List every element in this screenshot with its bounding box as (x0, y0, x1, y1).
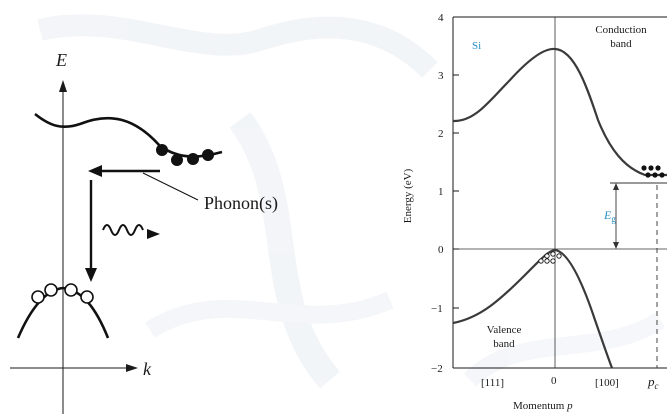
hole (64, 283, 78, 297)
k-axis-label: k (143, 359, 152, 379)
photon-wave (102, 224, 144, 236)
electron (648, 165, 654, 171)
valence-band-label: Valence (487, 324, 522, 336)
x-tick-label: [100] (595, 377, 619, 389)
conduction-band-curve-si (452, 47, 667, 177)
hole (556, 253, 562, 259)
electron (652, 172, 658, 178)
hole (550, 251, 556, 257)
x-tick-label: 0 (551, 375, 557, 387)
electron (202, 149, 214, 161)
hole (544, 253, 550, 259)
transition-arrowhead (85, 268, 97, 282)
gap-arrowhead-top (613, 183, 619, 190)
left-diagram: E k Phonon(s) (10, 50, 278, 414)
hole (31, 290, 45, 304)
e-axis-arrowhead (59, 80, 67, 92)
electron (655, 165, 661, 171)
conduction-band-label: band (610, 38, 632, 50)
y-tick-label: 1 (438, 186, 444, 198)
phonon-leader-line (142, 172, 199, 201)
electron (156, 144, 168, 156)
valence-band-label: band (493, 338, 515, 350)
y-tick-label: 0 (438, 244, 444, 256)
x-axis-title: Momentum p (513, 400, 573, 412)
electron (187, 153, 199, 165)
valence-band-curve-si (452, 248, 614, 369)
y-ticks (453, 16, 459, 369)
phonon-arrowhead (88, 165, 102, 177)
y-tick-label: −1 (431, 303, 443, 315)
hole (80, 290, 94, 304)
y-axis-title: Energy (eV) (402, 168, 414, 223)
material-label: Si (472, 40, 481, 52)
y-tick-label: 3 (438, 70, 444, 82)
pc-label: pc (647, 374, 659, 391)
x-tick-label: [111] (481, 377, 504, 389)
y-tick-label: 4 (438, 12, 444, 24)
electron (659, 172, 665, 178)
gap-arrowhead-bottom (613, 242, 619, 249)
electron (641, 165, 647, 171)
phonon-label: Phonon(s) (204, 193, 278, 214)
photon-arrowhead (147, 229, 160, 239)
band-structure-chart: 4 3 2 1 0 −1 −2 Energy (eV) [111] 0 [100… (402, 12, 667, 412)
hole (550, 258, 556, 264)
gap-label: Eg (603, 208, 616, 224)
valence-band-curve (16, 286, 110, 339)
y-tick-label: −2 (431, 363, 443, 375)
hole (538, 258, 544, 264)
k-axis-arrowhead (126, 364, 138, 372)
hole (44, 283, 58, 297)
electron (645, 172, 651, 178)
e-axis-label: E (55, 50, 67, 70)
conduction-band-label: Conduction (595, 24, 647, 36)
hole (544, 258, 550, 264)
background-watermark (37, 14, 665, 389)
y-tick-labels: 4 3 2 1 0 −1 −2 (431, 12, 444, 375)
electron (171, 154, 183, 166)
y-tick-label: 2 (438, 128, 444, 140)
